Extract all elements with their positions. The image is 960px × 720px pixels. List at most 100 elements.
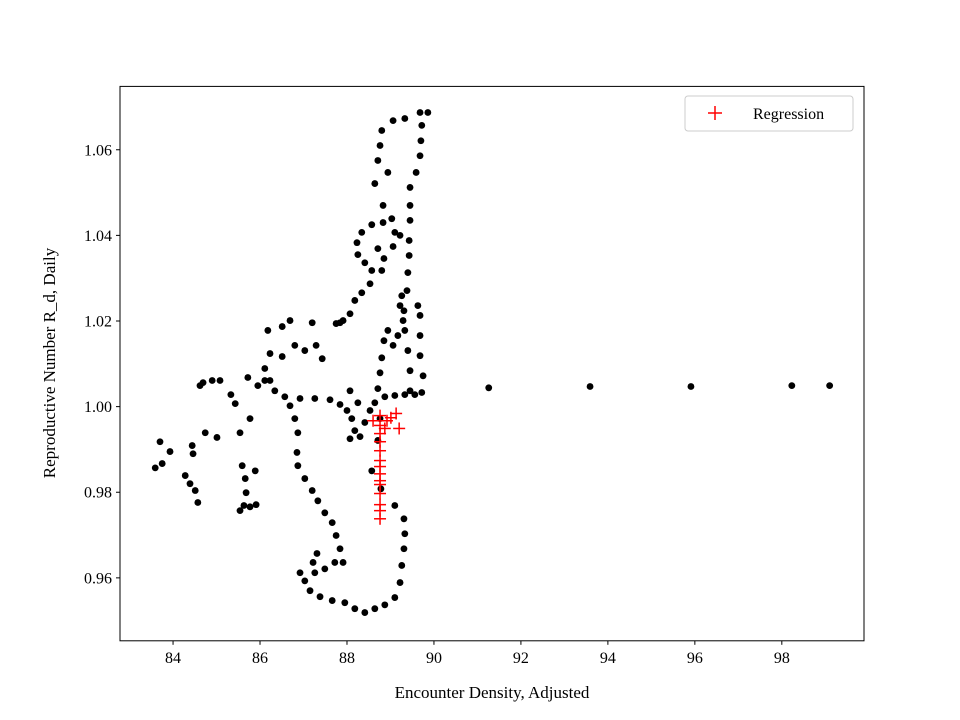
data-point bbox=[332, 532, 340, 539]
data-point bbox=[399, 317, 407, 324]
data-point bbox=[346, 387, 354, 395]
regression-point bbox=[390, 407, 403, 420]
data-point bbox=[398, 292, 406, 300]
data-point bbox=[389, 243, 397, 250]
legend-marker-plus-icon bbox=[708, 106, 722, 120]
data-point bbox=[405, 237, 413, 244]
data-point bbox=[353, 239, 361, 247]
data-point bbox=[381, 393, 389, 401]
data-point bbox=[384, 327, 392, 334]
data-point bbox=[336, 319, 344, 327]
data-point bbox=[191, 487, 199, 494]
data-point bbox=[301, 577, 309, 585]
data-point bbox=[384, 169, 392, 176]
legend-label-regression: Regression bbox=[753, 106, 824, 123]
data-point bbox=[391, 594, 399, 601]
data-point bbox=[398, 562, 406, 569]
data-point bbox=[404, 347, 412, 354]
y-tick-label: 1.04 bbox=[84, 228, 112, 245]
data-point bbox=[251, 467, 259, 475]
x-tick-label: 98 bbox=[774, 650, 790, 667]
data-point bbox=[586, 383, 594, 390]
data-point bbox=[378, 267, 386, 274]
y-tick-label: 0.98 bbox=[84, 485, 112, 502]
data-point bbox=[391, 502, 399, 509]
data-point bbox=[418, 121, 426, 129]
data-point bbox=[227, 391, 235, 399]
data-point bbox=[368, 267, 376, 274]
regression-point bbox=[378, 422, 391, 435]
data-point bbox=[311, 569, 319, 577]
data-point bbox=[343, 407, 351, 414]
data-point bbox=[271, 387, 279, 395]
series-observed bbox=[151, 109, 834, 616]
data-point bbox=[366, 280, 374, 288]
data-point bbox=[419, 372, 427, 380]
regression-point bbox=[374, 487, 387, 500]
data-point bbox=[417, 137, 425, 145]
data-point bbox=[378, 354, 386, 362]
data-point bbox=[366, 407, 374, 414]
data-point bbox=[400, 545, 408, 553]
data-point bbox=[416, 152, 424, 160]
data-point bbox=[254, 382, 262, 390]
data-point bbox=[238, 462, 246, 470]
data-point bbox=[264, 327, 272, 334]
data-point bbox=[411, 391, 419, 399]
data-point bbox=[308, 487, 316, 494]
data-point bbox=[376, 142, 384, 149]
y-tick-label: 0.96 bbox=[84, 570, 112, 587]
data-point bbox=[404, 269, 412, 277]
data-point bbox=[418, 389, 426, 396]
data-point bbox=[189, 450, 197, 458]
data-point bbox=[213, 434, 221, 441]
data-point bbox=[236, 429, 244, 437]
data-point bbox=[401, 115, 409, 122]
regression-point bbox=[393, 422, 406, 435]
data-point bbox=[294, 462, 302, 470]
data-point bbox=[356, 433, 364, 440]
data-point bbox=[313, 550, 321, 557]
data-point bbox=[400, 307, 408, 315]
data-point bbox=[326, 396, 334, 404]
plot-marks bbox=[151, 109, 834, 616]
data-point bbox=[339, 559, 347, 566]
data-point bbox=[331, 559, 339, 566]
data-point bbox=[291, 342, 299, 349]
data-point bbox=[371, 399, 379, 407]
data-point bbox=[371, 180, 379, 187]
data-point bbox=[403, 287, 411, 295]
data-point bbox=[242, 489, 250, 497]
x-tick-label: 90 bbox=[426, 650, 442, 667]
data-point bbox=[301, 347, 309, 354]
data-point bbox=[380, 255, 388, 262]
data-point bbox=[358, 228, 366, 236]
data-point bbox=[396, 231, 404, 239]
data-point bbox=[311, 395, 319, 402]
data-point bbox=[261, 377, 269, 384]
data-point bbox=[371, 605, 379, 613]
data-point bbox=[312, 342, 320, 349]
data-point bbox=[199, 379, 207, 387]
data-point bbox=[286, 317, 294, 324]
data-point bbox=[381, 601, 389, 609]
x-tick-label: 94 bbox=[600, 650, 616, 667]
x-axis-label: Encounter Density, Adjusted bbox=[395, 683, 590, 702]
data-point bbox=[261, 365, 269, 372]
data-point bbox=[351, 427, 359, 434]
data-point bbox=[374, 157, 382, 164]
x-tick-label: 86 bbox=[252, 650, 268, 667]
data-point bbox=[351, 605, 359, 613]
data-point bbox=[378, 127, 386, 134]
data-point bbox=[391, 392, 399, 399]
data-point bbox=[208, 377, 216, 384]
data-point bbox=[374, 245, 382, 253]
y-axis: 0.96 0.98 1.00 1.02 1.04 1.06 bbox=[84, 142, 120, 587]
data-point bbox=[416, 352, 424, 360]
data-point bbox=[294, 429, 302, 437]
legend-box bbox=[684, 95, 854, 132]
data-point bbox=[424, 109, 432, 116]
data-point bbox=[246, 503, 254, 511]
legend: Regression bbox=[684, 95, 854, 132]
